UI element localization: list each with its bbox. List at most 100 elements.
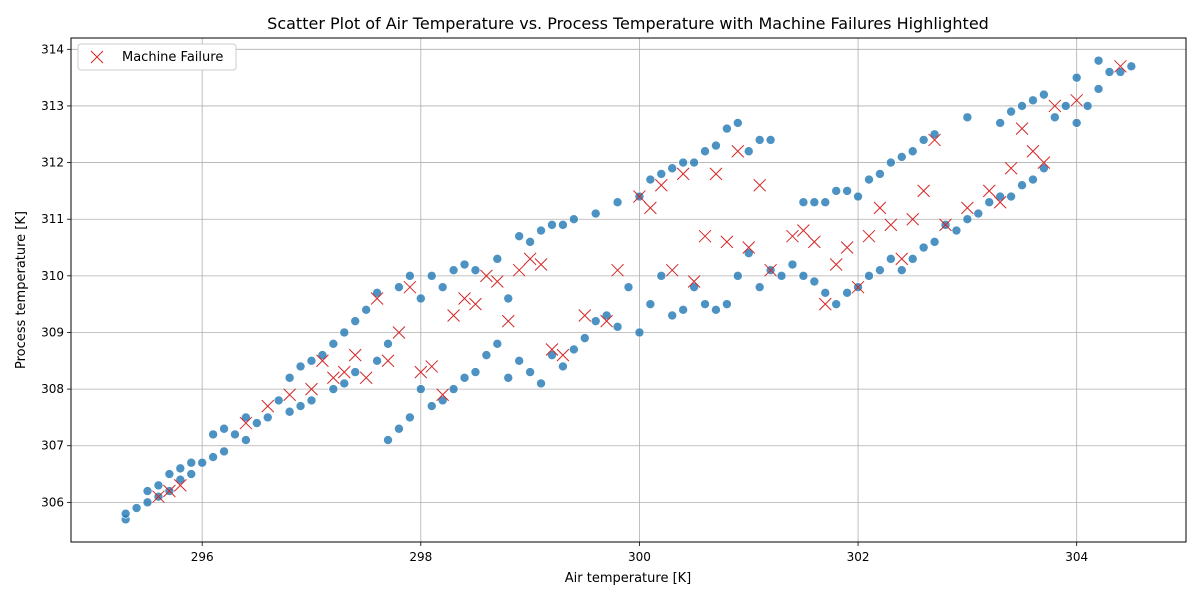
failure-point	[1037, 156, 1051, 169]
data-point	[558, 220, 568, 230]
x-axis-label: Air temperature [K]	[565, 571, 692, 586]
data-point	[153, 480, 164, 491]
data-point	[219, 423, 229, 434]
failure-point	[917, 184, 931, 198]
failure-point	[458, 292, 471, 305]
failure-point	[534, 258, 548, 271]
data-point	[241, 412, 251, 423]
data-point	[219, 446, 229, 457]
data-point	[284, 372, 295, 383]
failure-point	[807, 235, 821, 249]
data-point	[186, 469, 197, 479]
data-point	[733, 118, 743, 128]
data-point	[962, 214, 973, 225]
data-point	[667, 310, 678, 321]
grid-layer	[71, 38, 1186, 542]
data-point	[514, 355, 524, 366]
x-tick-label: 304	[1065, 550, 1088, 564]
y-axis-label: Process temperature [K]	[14, 211, 29, 369]
plot-frame	[70, 37, 1187, 543]
data-point	[1006, 191, 1016, 202]
data-point	[361, 305, 371, 315]
y-tick-label: 310	[41, 269, 64, 283]
failure-point	[469, 297, 482, 311]
failure-point	[556, 348, 570, 362]
y-tick-label: 314	[41, 42, 64, 56]
data-point	[350, 316, 361, 326]
data-point	[252, 418, 262, 428]
failure-point	[928, 133, 941, 147]
data-point	[711, 305, 721, 315]
data-point	[809, 197, 820, 208]
data-point	[842, 288, 852, 298]
data-point	[1050, 112, 1060, 123]
data-point	[722, 123, 732, 134]
data-point	[918, 135, 929, 145]
data-point	[372, 355, 382, 366]
data-point	[1071, 118, 1082, 128]
failure-point	[709, 167, 723, 181]
data-point	[1039, 163, 1049, 174]
data-point	[579, 333, 590, 343]
failure-point	[348, 348, 362, 362]
data-point	[1006, 106, 1016, 117]
failure-point	[600, 314, 613, 328]
data-point	[776, 271, 787, 281]
failure-point	[436, 388, 450, 402]
data-point	[437, 395, 448, 406]
data-point	[558, 361, 568, 372]
data-point	[656, 169, 667, 179]
data-point	[711, 140, 721, 151]
failure-point	[480, 269, 493, 283]
data-point	[1093, 84, 1104, 94]
data-point	[394, 282, 404, 292]
data-point	[689, 282, 699, 292]
failure-point	[173, 479, 187, 492]
data-point	[743, 146, 754, 157]
data-point	[1115, 67, 1126, 77]
data-point	[383, 338, 393, 349]
data-point	[831, 299, 841, 309]
failure-point	[633, 190, 646, 203]
data-point	[973, 208, 984, 219]
data-point	[273, 395, 284, 406]
failure-point	[884, 218, 898, 232]
data-point	[492, 254, 503, 264]
data-point	[416, 384, 426, 394]
data-point	[601, 310, 612, 321]
failure-point	[1026, 144, 1040, 158]
failure-point	[906, 212, 920, 226]
data-point	[448, 384, 459, 394]
data-point	[503, 293, 514, 304]
data-point	[875, 265, 885, 275]
data-point	[842, 186, 852, 196]
failure-point	[654, 178, 668, 192]
data-point	[831, 186, 841, 196]
data-point	[787, 259, 798, 270]
data-point	[164, 469, 175, 479]
data-point	[951, 225, 962, 236]
data-point	[1017, 101, 1027, 111]
failure-point	[447, 309, 460, 322]
failure-point	[239, 416, 253, 430]
failure-point	[611, 263, 624, 277]
data-point	[547, 220, 557, 230]
data-point	[372, 288, 382, 298]
data-point	[284, 406, 295, 417]
data-point	[328, 384, 339, 394]
failure-point	[1114, 59, 1127, 73]
data-point	[864, 271, 874, 281]
x-tick-label: 300	[628, 550, 651, 564]
failure-point	[490, 275, 504, 288]
data-point	[886, 157, 896, 168]
data-point	[241, 435, 251, 445]
data-point	[569, 344, 579, 355]
data-point	[1028, 174, 1038, 185]
data-point	[514, 231, 524, 242]
failure-point	[982, 184, 996, 198]
failure-point	[523, 252, 537, 266]
data-point	[405, 412, 415, 423]
data-point	[634, 327, 645, 338]
data-point	[590, 208, 601, 219]
failure-point	[392, 326, 406, 339]
